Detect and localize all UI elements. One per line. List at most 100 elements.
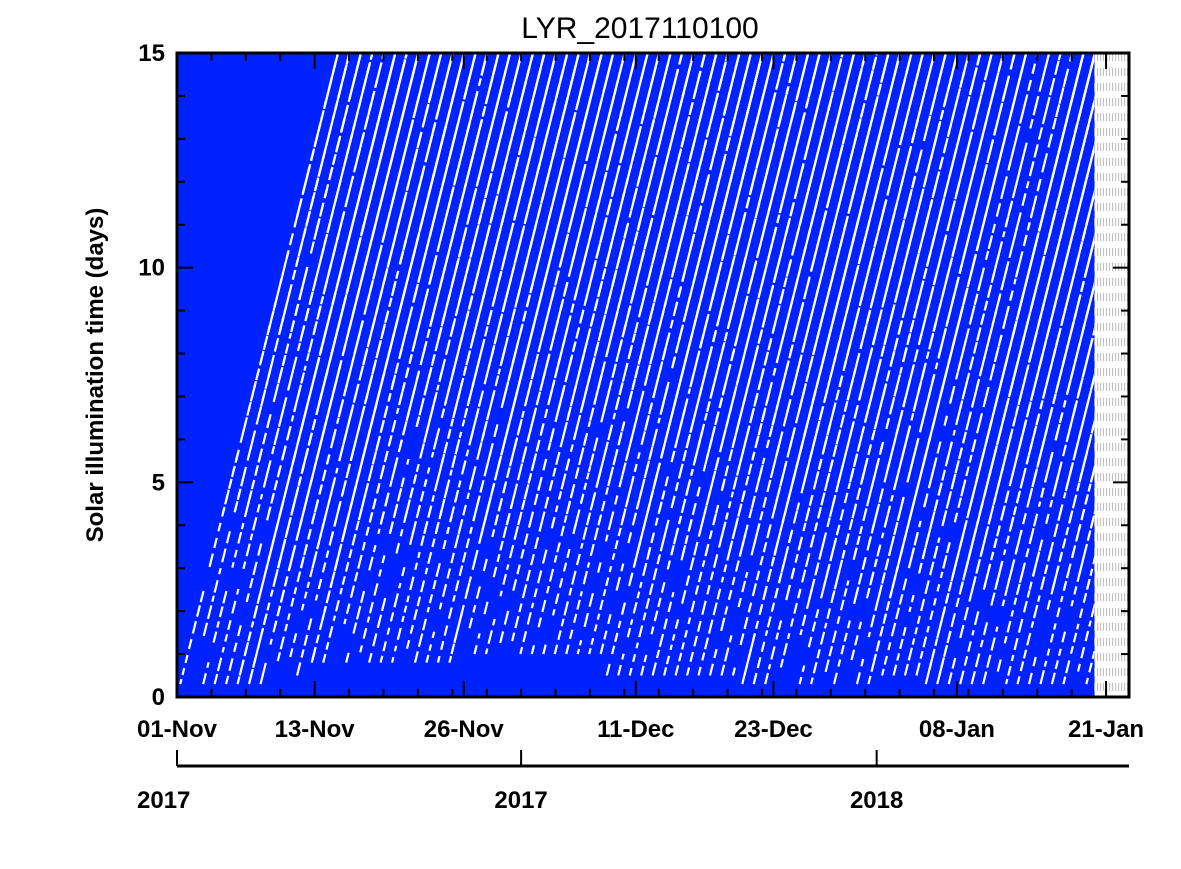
- trace-segment: [429, 183, 433, 190]
- trace-segment: [305, 396, 311, 410]
- trace-segment: [401, 615, 405, 623]
- trace-segment: [326, 264, 333, 278]
- trace-segment: [469, 296, 474, 303]
- trace-segment: [463, 182, 468, 189]
- trace-segment: [580, 219, 585, 227]
- trace-segment: [486, 411, 491, 419]
- trace-segment: [662, 166, 667, 173]
- trace-segment: [239, 428, 246, 444]
- trace-segment: [490, 165, 495, 172]
- trace-segment: [586, 562, 591, 568]
- trace-segment: [393, 230, 398, 240]
- trace-segment: [306, 165, 311, 175]
- trace-segment: [299, 513, 305, 525]
- trace-segment: [254, 467, 259, 474]
- trace-segment: [262, 616, 267, 626]
- trace-segment: [478, 214, 483, 222]
- trace-segment: [388, 162, 393, 169]
- trace-segment: [336, 276, 341, 286]
- trace-segment: [394, 87, 400, 100]
- trace-segment: [366, 289, 372, 303]
- trace-segment: [469, 342, 473, 349]
- trace-segment: [472, 515, 476, 522]
- trace-segment: [318, 160, 324, 173]
- trace-segment: [269, 638, 273, 645]
- trace-segment: [366, 154, 371, 165]
- trace-segment: [401, 63, 406, 70]
- trace-segment: [484, 648, 489, 655]
- trace-segment: [401, 149, 407, 161]
- trace-segment: [661, 492, 665, 499]
- trace-segment: [364, 115, 370, 128]
- trace-segment: [306, 581, 311, 588]
- trace-segment: [709, 115, 714, 122]
- trace-segment: [412, 104, 418, 118]
- trace-segment: [342, 249, 348, 263]
- trace-segment: [636, 452, 641, 459]
- trace-segment: [339, 587, 343, 595]
- trace-segment: [554, 505, 559, 513]
- trace-segment: [250, 668, 254, 676]
- trace-segment: [233, 549, 238, 558]
- trace-segment: [307, 480, 313, 493]
- trace-segment: [357, 185, 364, 199]
- trace-segment: [259, 493, 264, 500]
- trace-segment: [390, 656, 395, 663]
- trace-segment: [327, 493, 333, 503]
- trace-segment: [383, 222, 389, 234]
- trace-segment: [551, 198, 556, 205]
- trace-segment: [356, 237, 362, 249]
- trace-segment: [470, 110, 474, 117]
- trace-segment: [380, 372, 386, 384]
- trace-segment: [406, 458, 410, 465]
- trace-segment: [340, 118, 346, 133]
- trace-segment: [237, 531, 243, 544]
- trace-segment: [322, 469, 327, 479]
- trace-segment: [369, 281, 374, 291]
- trace-segment: [431, 494, 435, 502]
- trace-segment: [580, 542, 584, 549]
- trace-segment: [332, 153, 337, 165]
- trace-segment: [310, 192, 316, 207]
- trace-segment: [356, 474, 360, 481]
- trace-segment: [378, 104, 384, 118]
- trace-segment: [271, 445, 276, 455]
- trace-segment: [496, 142, 501, 149]
- trace-segment: [228, 480, 233, 487]
- trace-segment: [390, 58, 396, 67]
- trace-segment: [334, 557, 339, 569]
- trace-segment: [370, 418, 374, 426]
- trace-segment: [340, 482, 347, 497]
- trace-segment: [348, 89, 353, 99]
- trace-segment: [269, 537, 276, 551]
- trace-segment: [421, 118, 426, 127]
- trace-segment: [264, 382, 269, 390]
- trace-segment: [466, 492, 471, 500]
- trace-segment: [435, 477, 440, 484]
- trace-segment: [225, 531, 231, 544]
- trace-segment: [265, 555, 271, 569]
- trace-segment: [310, 153, 314, 161]
- trace-segment: [379, 146, 385, 160]
- trace-segment: [323, 91, 330, 106]
- trace-segment: [599, 97, 604, 104]
- trace-segment: [391, 283, 396, 293]
- trace-segment: [621, 653, 625, 660]
- trace-segment: [625, 130, 630, 137]
- trace-segment: [498, 457, 502, 464]
- trace-segment: [304, 269, 308, 277]
- trace-segment: [355, 384, 360, 391]
- trace-segment: [672, 495, 676, 502]
- trace-segment: [401, 104, 407, 118]
- trace-segment: [290, 415, 295, 422]
- trace-segment: [300, 603, 305, 611]
- trace-segment: [199, 590, 205, 603]
- trace-segment: [366, 61, 372, 73]
- trace-segment: [377, 384, 383, 396]
- trace-segment: [446, 388, 451, 395]
- trace-segment: [446, 113, 450, 121]
- trace-segment: [612, 412, 617, 420]
- trace-segment: [243, 466, 248, 475]
- trace-segment: [401, 338, 406, 346]
- trace-segment: [294, 303, 300, 317]
